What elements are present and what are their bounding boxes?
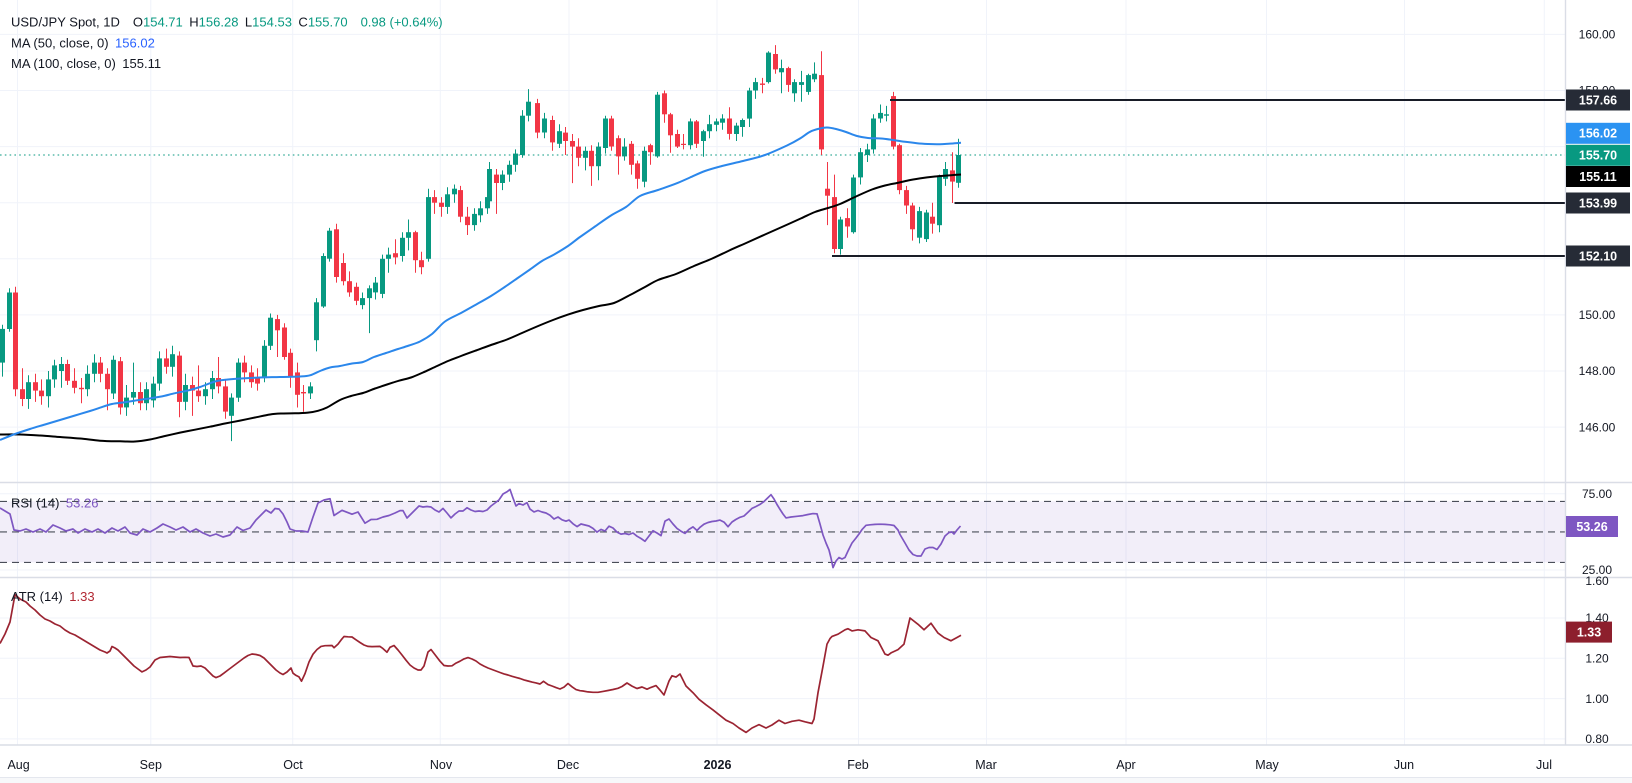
svg-text:RSI (14) 53.26: RSI (14) 53.26 [11,496,98,511]
svg-text:1.20: 1.20 [1585,652,1609,666]
svg-text:Oct: Oct [283,758,303,772]
svg-text:155.70: 155.70 [1579,149,1617,163]
svg-text:148.00: 148.00 [1579,364,1616,378]
svg-text:25.00: 25.00 [1582,563,1612,577]
svg-text:2026: 2026 [704,758,732,772]
svg-text:152.10: 152.10 [1579,249,1617,263]
svg-text:Mar: Mar [975,758,997,772]
svg-text:75.00: 75.00 [1582,487,1612,501]
svg-text:Aug: Aug [7,758,29,772]
svg-text:MA (100, close, 0) 155.11: MA (100, close, 0) 155.11 [11,56,161,71]
svg-text:Nov: Nov [430,758,453,772]
svg-text:Feb: Feb [847,758,869,772]
svg-text:1.00: 1.00 [1585,692,1609,706]
svg-text:157.66: 157.66 [1579,93,1617,107]
svg-text:Dec: Dec [557,758,579,772]
svg-text:Apr: Apr [1116,758,1135,772]
svg-text:1.33: 1.33 [1577,625,1601,639]
svg-text:156.02: 156.02 [1579,127,1617,141]
svg-text:53.26: 53.26 [1576,520,1607,534]
svg-text:USD/JPY Spot, 1D O154.71 H156: USD/JPY Spot, 1D O154.71 H156.28 L154.53… [11,15,443,30]
svg-text:Jul: Jul [1536,758,1552,772]
svg-text:155.11: 155.11 [1579,170,1617,184]
svg-text:0.80: 0.80 [1585,732,1609,746]
svg-text:160.00: 160.00 [1579,28,1616,42]
svg-text:May: May [1255,758,1279,772]
svg-text:146.00: 146.00 [1579,420,1616,434]
svg-text:ATR (14) 1.33: ATR (14) 1.33 [11,589,95,604]
svg-text:Sep: Sep [140,758,162,772]
svg-text:Jun: Jun [1394,758,1414,772]
svg-text:153.99: 153.99 [1579,196,1617,210]
svg-text:MA (50, close, 0) 156.02: MA (50, close, 0) 156.02 [11,36,155,51]
svg-text:150.00: 150.00 [1579,308,1616,322]
svg-text:1.60: 1.60 [1585,574,1609,588]
